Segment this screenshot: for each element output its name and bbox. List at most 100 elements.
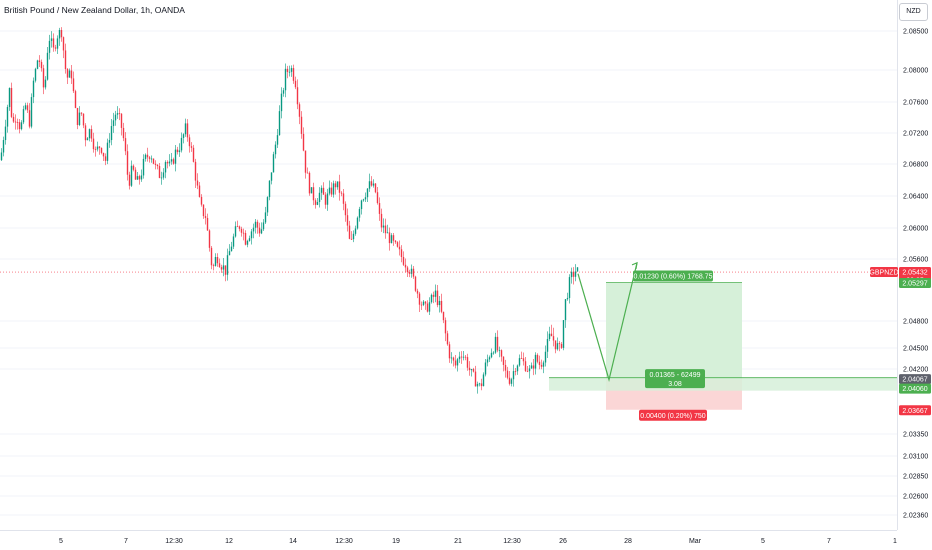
candle	[416, 288, 419, 299]
candle	[78, 106, 81, 127]
candle	[260, 222, 263, 235]
x-tick-label: 7	[827, 538, 831, 545]
candle	[460, 351, 463, 364]
time-axis[interactable]: 5 7 12:30 12 14 12:30 19 21 12:30 26 28 Mar 5 7 1	[59, 538, 897, 545]
candle	[490, 348, 493, 359]
candle	[252, 223, 255, 239]
candle	[184, 118, 187, 137]
arrow-head	[631, 261, 638, 269]
candle	[40, 59, 43, 72]
y-tick-label: 2.07200	[903, 131, 928, 138]
candle	[46, 47, 49, 81]
candle	[424, 300, 427, 310]
candle	[14, 114, 17, 130]
candle	[106, 138, 109, 165]
candle	[276, 129, 279, 148]
candle	[576, 267, 579, 272]
candle	[530, 362, 533, 369]
candle	[294, 76, 297, 90]
candle	[370, 176, 373, 187]
candle	[438, 296, 441, 313]
candle	[108, 133, 111, 148]
entry-price-tag: 2.04067	[899, 374, 931, 385]
candle	[362, 198, 365, 202]
candle	[548, 326, 551, 342]
candle	[230, 241, 233, 252]
candle	[90, 125, 93, 142]
candle	[388, 227, 391, 251]
x-tick-label: 21	[454, 538, 462, 545]
price-axis[interactable]: 2.08500 2.08000 2.07600 2.07200 2.06800 2.064…	[903, 29, 928, 520]
candle	[514, 368, 517, 376]
candle	[72, 71, 75, 93]
candle	[348, 220, 351, 240]
candle	[480, 378, 483, 391]
candle	[332, 180, 335, 198]
y-tick-label: 2.04500	[903, 346, 928, 353]
currency-button[interactable]: NZD	[899, 3, 928, 21]
candle	[140, 169, 143, 182]
candle	[504, 359, 507, 378]
candle	[414, 275, 417, 293]
entry-band	[549, 377, 897, 391]
candle	[340, 191, 343, 197]
candle	[116, 106, 119, 119]
candle	[18, 118, 21, 134]
candle	[408, 269, 411, 278]
candle	[186, 119, 189, 142]
candle	[154, 160, 157, 170]
candle	[544, 345, 547, 367]
candle	[248, 235, 251, 242]
y-tick-label: 2.02850	[903, 474, 928, 481]
candle	[30, 93, 33, 129]
candle	[536, 353, 539, 364]
candle	[564, 299, 567, 328]
candle	[68, 68, 71, 78]
candle	[392, 233, 395, 246]
candle	[494, 332, 497, 354]
entry2-price-tag: 2.04060	[899, 383, 931, 394]
candle	[498, 346, 501, 358]
candle	[462, 351, 465, 361]
svg-text:0.00400 (0.20%) 750: 0.00400 (0.20%) 750	[640, 413, 705, 420]
candle	[168, 154, 171, 167]
candle	[202, 204, 205, 219]
stop-label: 0.00400 (0.20%) 750	[639, 409, 707, 421]
candle	[190, 142, 193, 152]
candle	[482, 372, 485, 387]
candle	[296, 79, 299, 110]
candle	[36, 59, 39, 70]
candle	[278, 105, 281, 136]
x-tick-label: 12:30	[335, 538, 353, 545]
candle	[390, 233, 393, 244]
candle	[372, 179, 375, 188]
candle	[546, 331, 549, 358]
projection-arrow	[577, 262, 638, 383]
candle	[540, 359, 543, 370]
candle	[556, 337, 559, 351]
candle	[256, 219, 259, 234]
candle	[492, 351, 495, 355]
y-tick-label: 2.04800	[903, 319, 928, 326]
svg-text:2.04067: 2.04067	[902, 377, 927, 384]
profit-zone	[606, 282, 742, 380]
candle	[216, 253, 219, 267]
chart-title: British Pound / New Zealand Dollar, 1h, …	[4, 5, 185, 15]
candle	[236, 220, 239, 228]
candle	[336, 181, 339, 190]
candle	[120, 113, 123, 136]
candle	[448, 341, 451, 363]
candle	[150, 155, 153, 163]
candle	[224, 265, 227, 282]
candle	[534, 352, 537, 375]
candle	[402, 251, 405, 267]
candle	[380, 208, 383, 232]
candle	[526, 365, 529, 373]
symbol-tag: GBPNZD	[869, 267, 899, 278]
candle	[138, 174, 141, 185]
x-tick-label: Mar	[689, 538, 702, 545]
candle	[128, 171, 131, 190]
candle	[10, 82, 13, 119]
candle	[552, 327, 555, 347]
